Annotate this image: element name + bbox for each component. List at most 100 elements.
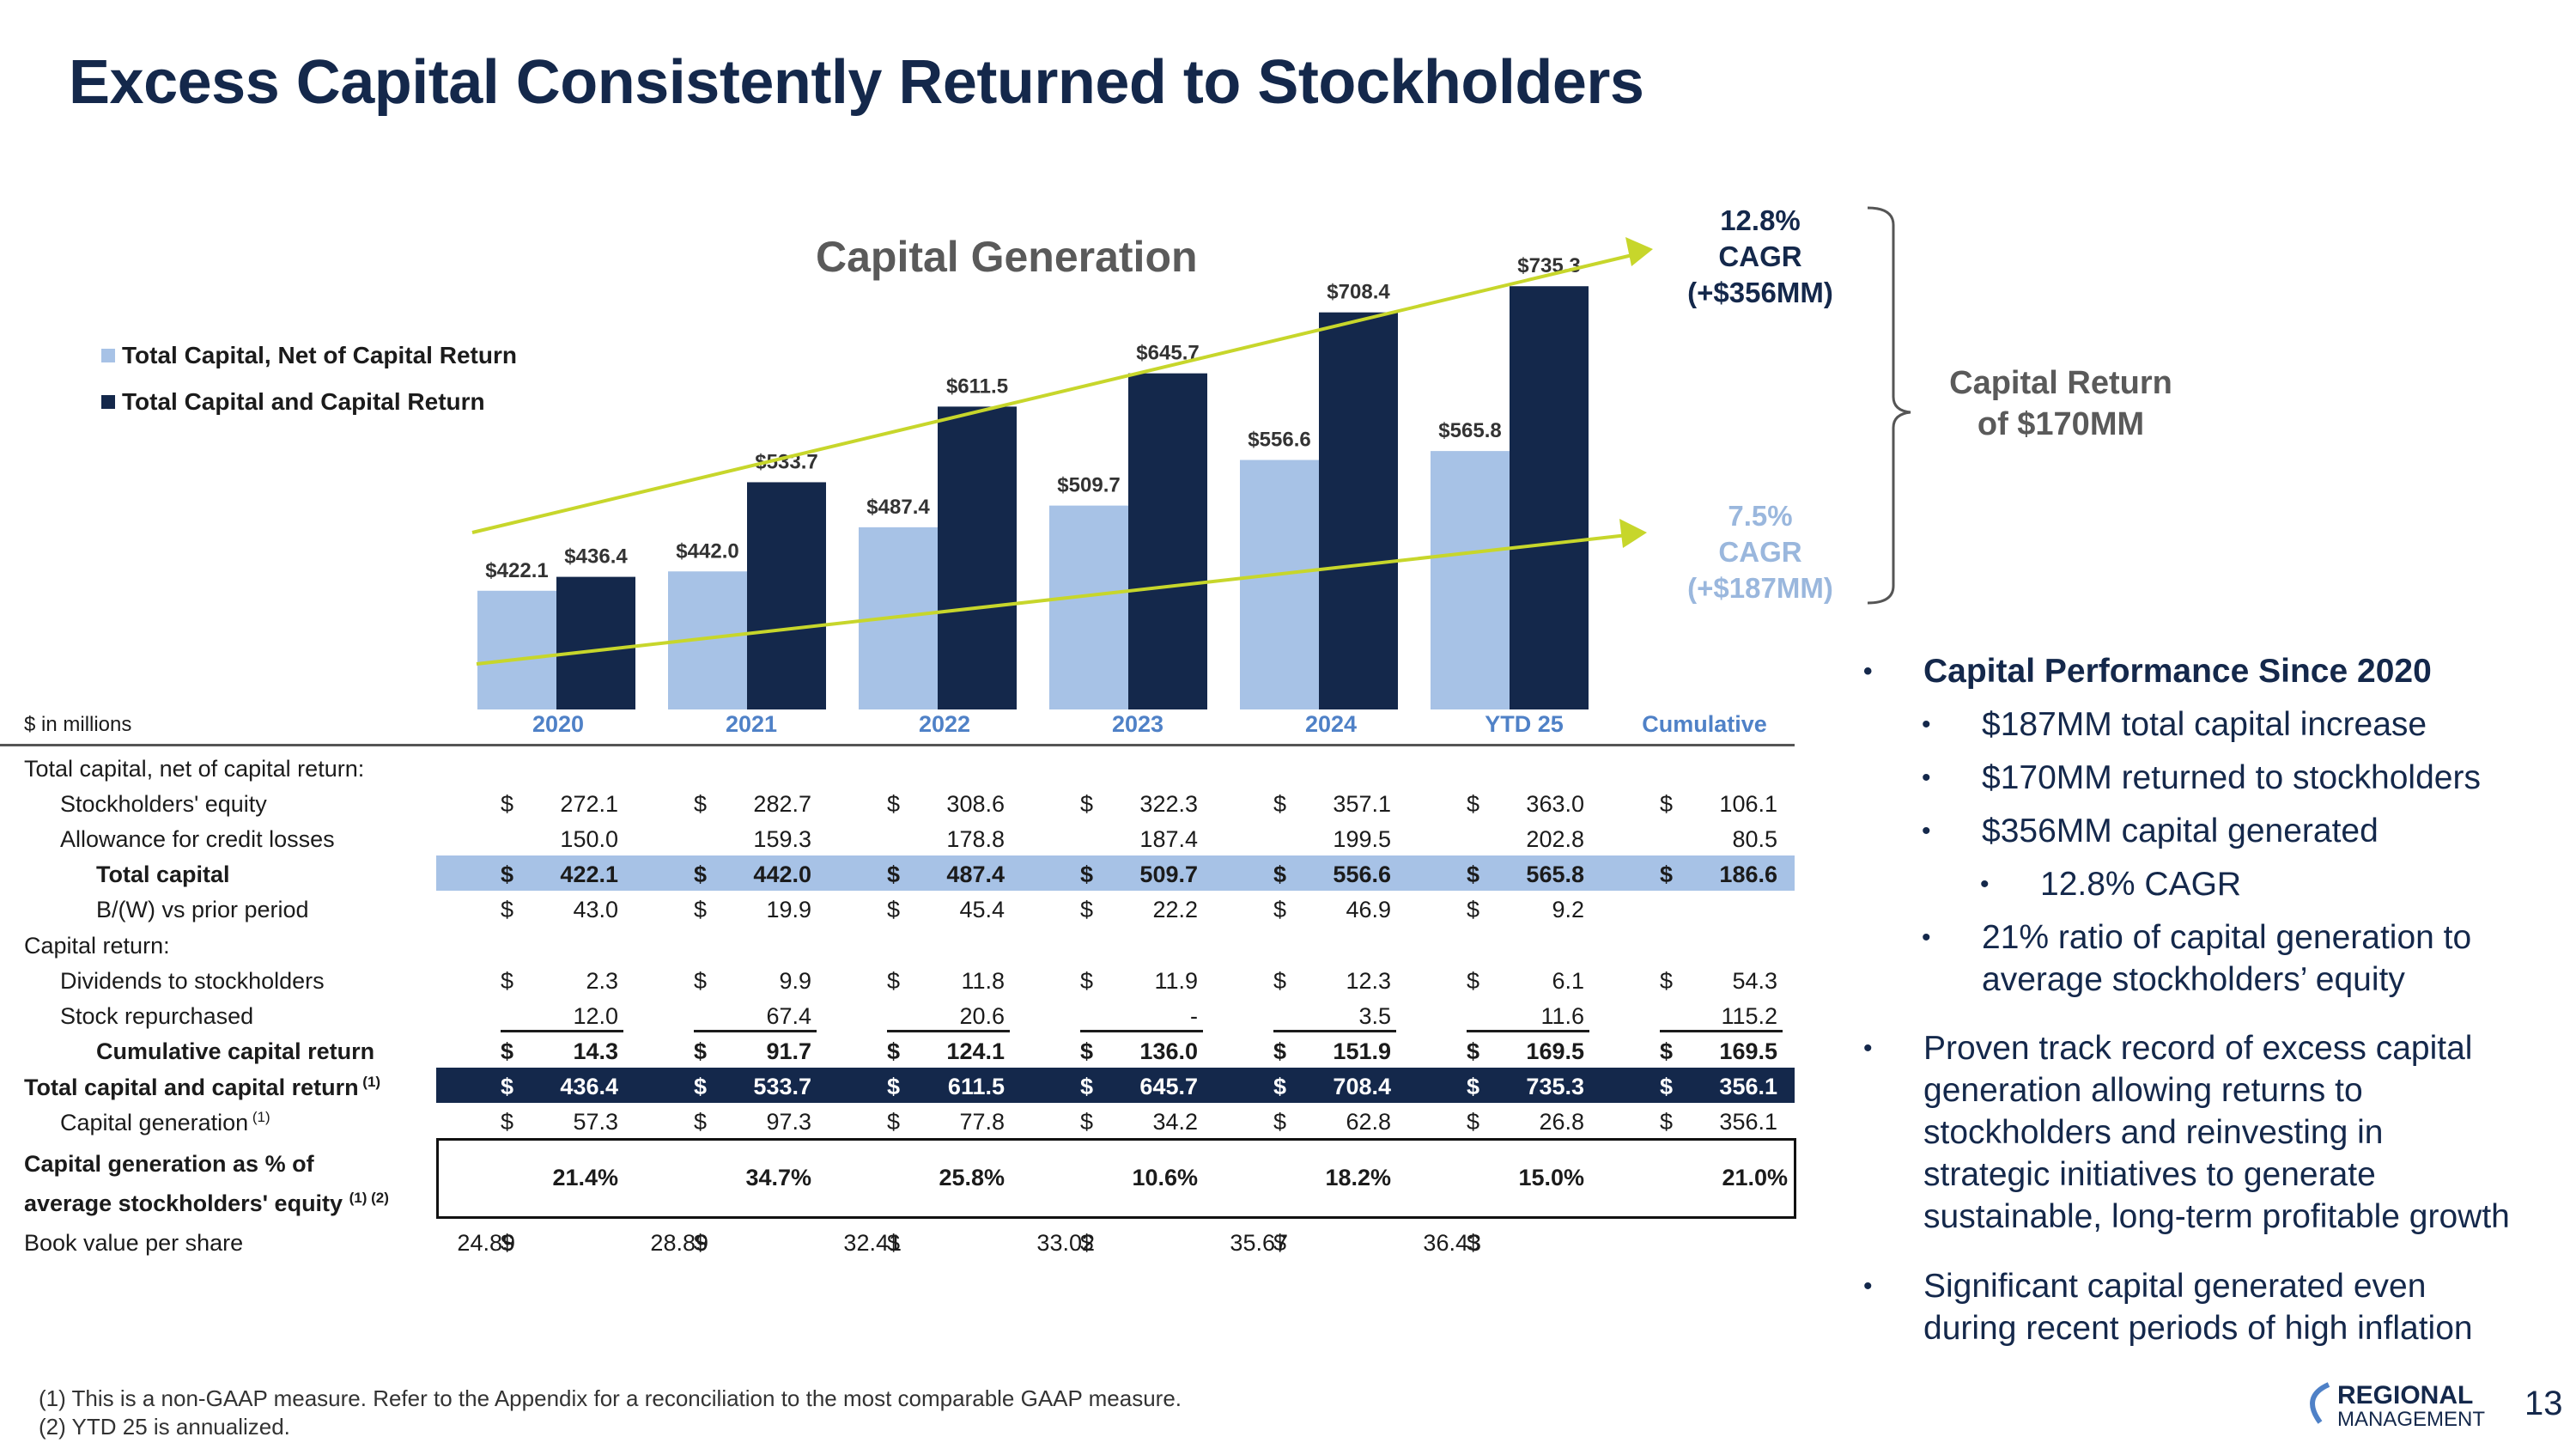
cell-value: 67.4 (766, 1003, 811, 1029)
table-row: Stockholders' equity $272.1 $282.7 $308.6 $3… (0, 785, 1795, 820)
col-header-2022: 2022 (918, 711, 971, 737)
cell-value: 556.6 (1333, 861, 1391, 887)
sub-bullet-4-line2: average stockholders’ equity (1982, 961, 2405, 998)
capital-return-annotation: Capital Return of $170MM (1915, 362, 2207, 445)
col-header-2021: 2021 (725, 711, 778, 737)
pct-label-line1: Capital generation as % of (24, 1151, 314, 1177)
bullet-2-line2: generation allowing returns to (1923, 1072, 2363, 1109)
trend-line-bottom (476, 533, 1628, 666)
table-row: Total capital and capital return (1) $436… (0, 1068, 1795, 1103)
cell-dollar: $ (1467, 968, 1480, 994)
capital-return-line1: Capital Return (1949, 365, 2172, 401)
cell-value: 36.43 (1423, 1230, 1481, 1256)
cell-dollar: $ (501, 1230, 514, 1256)
cell-value: 202.8 (1526, 826, 1584, 852)
cell-dollar: $ (501, 791, 514, 817)
cagr-top-line3: (+$356MM) (1687, 277, 1833, 308)
sub-bullet-dot: • (1922, 923, 1931, 952)
cell-value: 178.8 (946, 826, 1005, 852)
cagr-top-line1: 12.8% (1720, 204, 1801, 236)
cell-value: 11.6 (1540, 1003, 1584, 1029)
cell-value: 80.5 (1732, 826, 1777, 852)
cell-dollar: $ (1660, 1109, 1674, 1135)
cell-value: 487.4 (946, 861, 1005, 887)
legend-swatch-light (101, 349, 115, 362)
cagr-top-line2: CAGR (1718, 240, 1802, 272)
cell-dollar: $ (694, 897, 708, 922)
legend-entry-total: Total Capital and Capital Return (101, 388, 485, 416)
row-label: Stock repurchased (60, 1003, 254, 1029)
cell-value: 565.8 (1526, 861, 1584, 887)
sub-bullet-4-line1: 21% ratio of capital generation to (1982, 919, 2472, 956)
cell-dollar: $ (501, 897, 514, 922)
cell-dollar: $ (1273, 861, 1287, 887)
bar-label-group: $422.1$436.4 $442.0$533.7$487.4$611.5$509… (485, 254, 1580, 582)
cell-value: 11.9 (1154, 968, 1198, 994)
bar-net-2024 (1240, 460, 1319, 709)
cell-dollar: $ (1660, 1074, 1674, 1099)
cell-value: 159.3 (753, 826, 811, 852)
sub-bullet-3-text: $356MM capital generated (1982, 813, 2379, 849)
cell-dollar: $ (1273, 791, 1287, 817)
cell-dollar: $ (1660, 968, 1674, 994)
cell-value: 26.8 (1539, 1109, 1584, 1135)
sub-bullet-3: • $356MM capital generated (1922, 810, 2379, 852)
pct-row-label: Capital generation as % of average stock… (24, 1147, 389, 1221)
cell-value: 199.5 (1333, 826, 1391, 852)
row-label: Stockholders' equity (60, 791, 267, 817)
cell-dollar: $ (1660, 861, 1674, 887)
cell-value: 2.3 (586, 968, 618, 994)
cell-dollar: $ (1273, 1074, 1287, 1099)
sub-bullet-dot: • (1922, 710, 1931, 739)
sub-bullet-dot: • (1922, 817, 1931, 845)
cell-value: 169.5 (1526, 1038, 1584, 1064)
total-underline (501, 1030, 623, 1032)
cell-dollar: $ (1080, 1230, 1094, 1256)
legend-entry-net: Total Capital, Net of Capital Return (101, 342, 517, 369)
total-underline (1080, 1030, 1203, 1032)
col-header-cumulative: Cumulative (1642, 711, 1767, 737)
legend-swatch-dark (101, 395, 115, 409)
cell-dollar: $ (1273, 1230, 1287, 1256)
sub-sub-bullet-1: • 12.8% CAGR (1980, 863, 2241, 905)
bullet-3: • Significant capital generated even dur… (1863, 1265, 2473, 1349)
table-row: Total capital $422.1 $442.0 $487.4 $509.7 $55… (0, 855, 1795, 891)
total-underline (1273, 1030, 1396, 1032)
cell-dollar: $ (694, 861, 708, 887)
cell-value: 46.9 (1346, 897, 1391, 922)
cell-value: 32.41 (843, 1230, 902, 1256)
pct-value: 21.4% (552, 1165, 618, 1190)
row-label: Book value per share (24, 1230, 244, 1256)
cell-dollar: $ (1467, 861, 1480, 887)
total-underline (1660, 1030, 1783, 1032)
cell-value: 363.0 (1526, 791, 1584, 817)
bullet-dot: • (1863, 1034, 1873, 1062)
bar-label-net-2022: $487.4 (866, 496, 930, 519)
cell-value: 169.5 (1719, 1038, 1777, 1064)
cell-dollar: $ (887, 1074, 901, 1099)
bar-net-2023 (1049, 505, 1128, 709)
cell-dollar: $ (501, 1038, 514, 1064)
cell-dollar: $ (887, 1109, 901, 1135)
cell-value: 33.02 (1036, 1230, 1095, 1256)
bullet-2: • Proven track record of excess capital … (1863, 1027, 2510, 1238)
bar-group (477, 286, 1589, 709)
table-row: Total capital, net of capital return: (0, 750, 1795, 785)
cell-value: 14.3 (573, 1038, 618, 1064)
cell-dollar: $ (694, 1038, 708, 1064)
bar-net-2020 (477, 590, 556, 709)
bullet-heading-text: Capital Performance Since 2020 (1923, 653, 2432, 690)
cell-value: 9.9 (779, 968, 811, 994)
cell-value: 645.7 (1139, 1074, 1198, 1099)
row-label-sup: (1) (248, 1109, 270, 1125)
capital-return-line2: of $170MM (1977, 406, 2145, 442)
pct-value: 25.8% (939, 1165, 1005, 1190)
capital-return-bracket (1867, 206, 1911, 605)
bar-label-net-2020: $422.1 (485, 559, 548, 582)
cell-dollar: $ (1467, 897, 1480, 922)
row-dark-band (436, 1068, 1795, 1103)
bullet-2-line1: Proven track record of excess capital (1923, 1030, 2473, 1067)
cell-dollar: $ (1080, 1038, 1094, 1064)
pct-value: 15.0% (1518, 1165, 1584, 1190)
